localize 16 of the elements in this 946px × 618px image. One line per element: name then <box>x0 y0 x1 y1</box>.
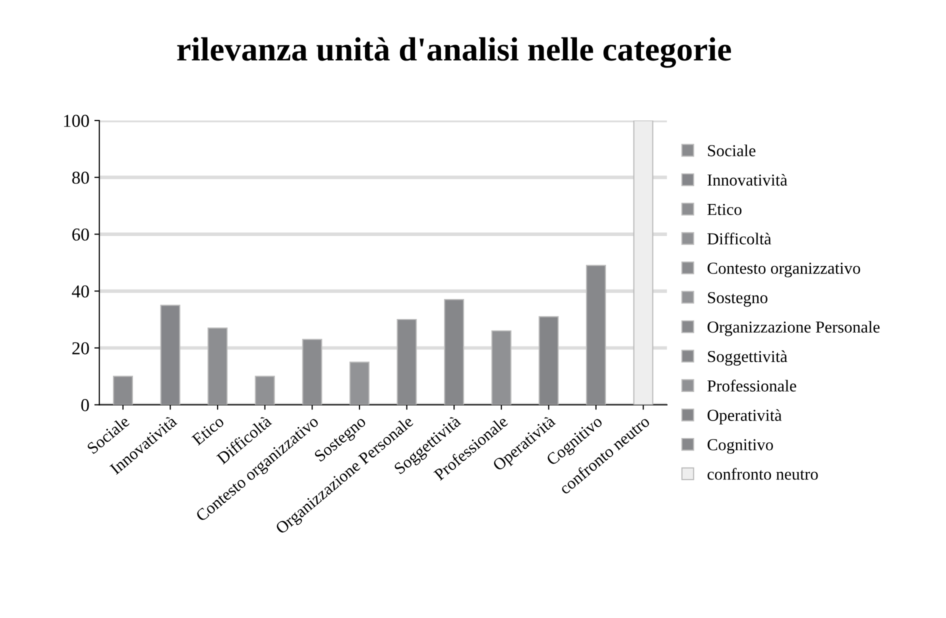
legend-label: Soggettività <box>708 350 788 366</box>
legend-label: Etico <box>707 204 742 216</box>
chart-title: rilevanza unità d'analisi nelle categorie <box>177 37 731 68</box>
legend-label: Sociale <box>708 144 756 156</box>
legend-label: Professionale <box>707 380 796 392</box>
legend-label: Sostegno <box>708 292 768 307</box>
y-tick-label: 40 <box>72 285 89 298</box>
y-tick-label: 100 <box>64 114 89 127</box>
legend-label: Innovatività <box>708 174 788 186</box>
y-tick-label: 20 <box>72 342 89 354</box>
legend-label: Organizzazione Personale <box>708 320 880 336</box>
y-tick-label: 0 <box>81 399 89 412</box>
legend-label: Difficoltà <box>707 232 772 244</box>
y-tick-label: 60 <box>72 228 89 241</box>
legend-label: Contesto organizzativo <box>708 262 860 278</box>
y-tick-label: 80 <box>72 172 89 184</box>
